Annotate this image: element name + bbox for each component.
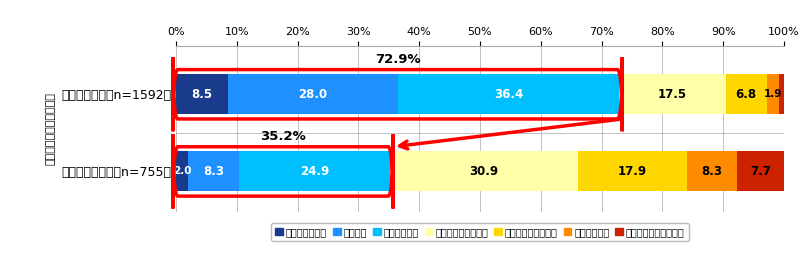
Bar [176, 151, 188, 191]
Legend: 非常にそう思う, そう思う, ややそう思う, どちらともいえない, あまりそう思わない, そう思わない, まったくそう思わない: 非常にそう思う, そう思う, ややそう思う, どちらともいえない, あまりそう思… [271, 223, 689, 241]
Text: 8.3: 8.3 [702, 165, 722, 178]
Bar [188, 151, 238, 191]
Text: 17.9: 17.9 [618, 165, 647, 178]
Text: 7.7: 7.7 [750, 165, 771, 178]
Bar [398, 74, 619, 114]
Text: 36.4: 36.4 [494, 88, 523, 101]
Text: 2.0: 2.0 [173, 166, 191, 176]
Text: 24.9: 24.9 [300, 165, 329, 178]
Y-axis label: 社会的存在意義への実践: 社会的存在意義への実践 [46, 93, 55, 165]
Text: 35.2%: 35.2% [260, 130, 306, 143]
Text: 8.5: 8.5 [191, 88, 213, 101]
Bar [228, 74, 398, 114]
Bar [686, 151, 737, 191]
Text: 6.8: 6.8 [736, 88, 757, 101]
Bar [619, 74, 726, 114]
Text: 17.5: 17.5 [658, 88, 687, 101]
Text: 72.9%: 72.9% [375, 53, 421, 66]
Bar [238, 151, 390, 191]
Bar [737, 151, 784, 191]
Bar [390, 151, 578, 191]
Bar [767, 74, 778, 114]
Bar [176, 74, 228, 114]
Bar [578, 151, 686, 191]
Text: 28.0: 28.0 [298, 88, 327, 101]
FancyArrowPatch shape [400, 119, 619, 149]
Text: 1.9: 1.9 [763, 89, 782, 99]
Text: 30.9: 30.9 [470, 165, 498, 178]
Text: 8.3: 8.3 [203, 165, 224, 178]
Bar [778, 74, 784, 114]
Bar [726, 74, 767, 114]
